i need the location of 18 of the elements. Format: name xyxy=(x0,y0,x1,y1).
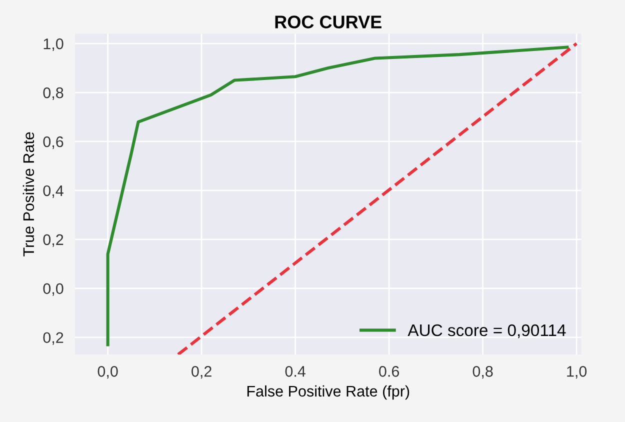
x-tick-label: 0.4 xyxy=(285,366,306,377)
x-tick-label: 0,0 xyxy=(98,366,118,379)
y-tick-label: 0,2 xyxy=(43,332,64,345)
x-tick-label: 1,0 xyxy=(567,366,587,379)
x-tick-label: 0,8 xyxy=(472,366,493,379)
x-tick-label: 0.6 xyxy=(379,366,400,377)
y-tick-label: 1,0 xyxy=(44,38,64,52)
legend-label: AUC score = 0,90114 xyxy=(408,324,566,338)
y-tick-label: 0,2 xyxy=(43,234,64,247)
y-tick-label: 0,4 xyxy=(43,185,64,198)
y-tick-label: 0,6 xyxy=(43,136,64,149)
y-tick-label: 0,0 xyxy=(43,283,64,296)
y-tick-label: 0,8 xyxy=(43,87,64,100)
y-axis-title: True Positive Rate xyxy=(22,132,34,256)
x-tick-label: 0,2 xyxy=(192,366,212,379)
chart-title: ROC CURVE xyxy=(275,16,382,28)
line-series xyxy=(106,46,569,346)
x-axis-title: False Positive Rate (fpr) xyxy=(247,385,410,400)
